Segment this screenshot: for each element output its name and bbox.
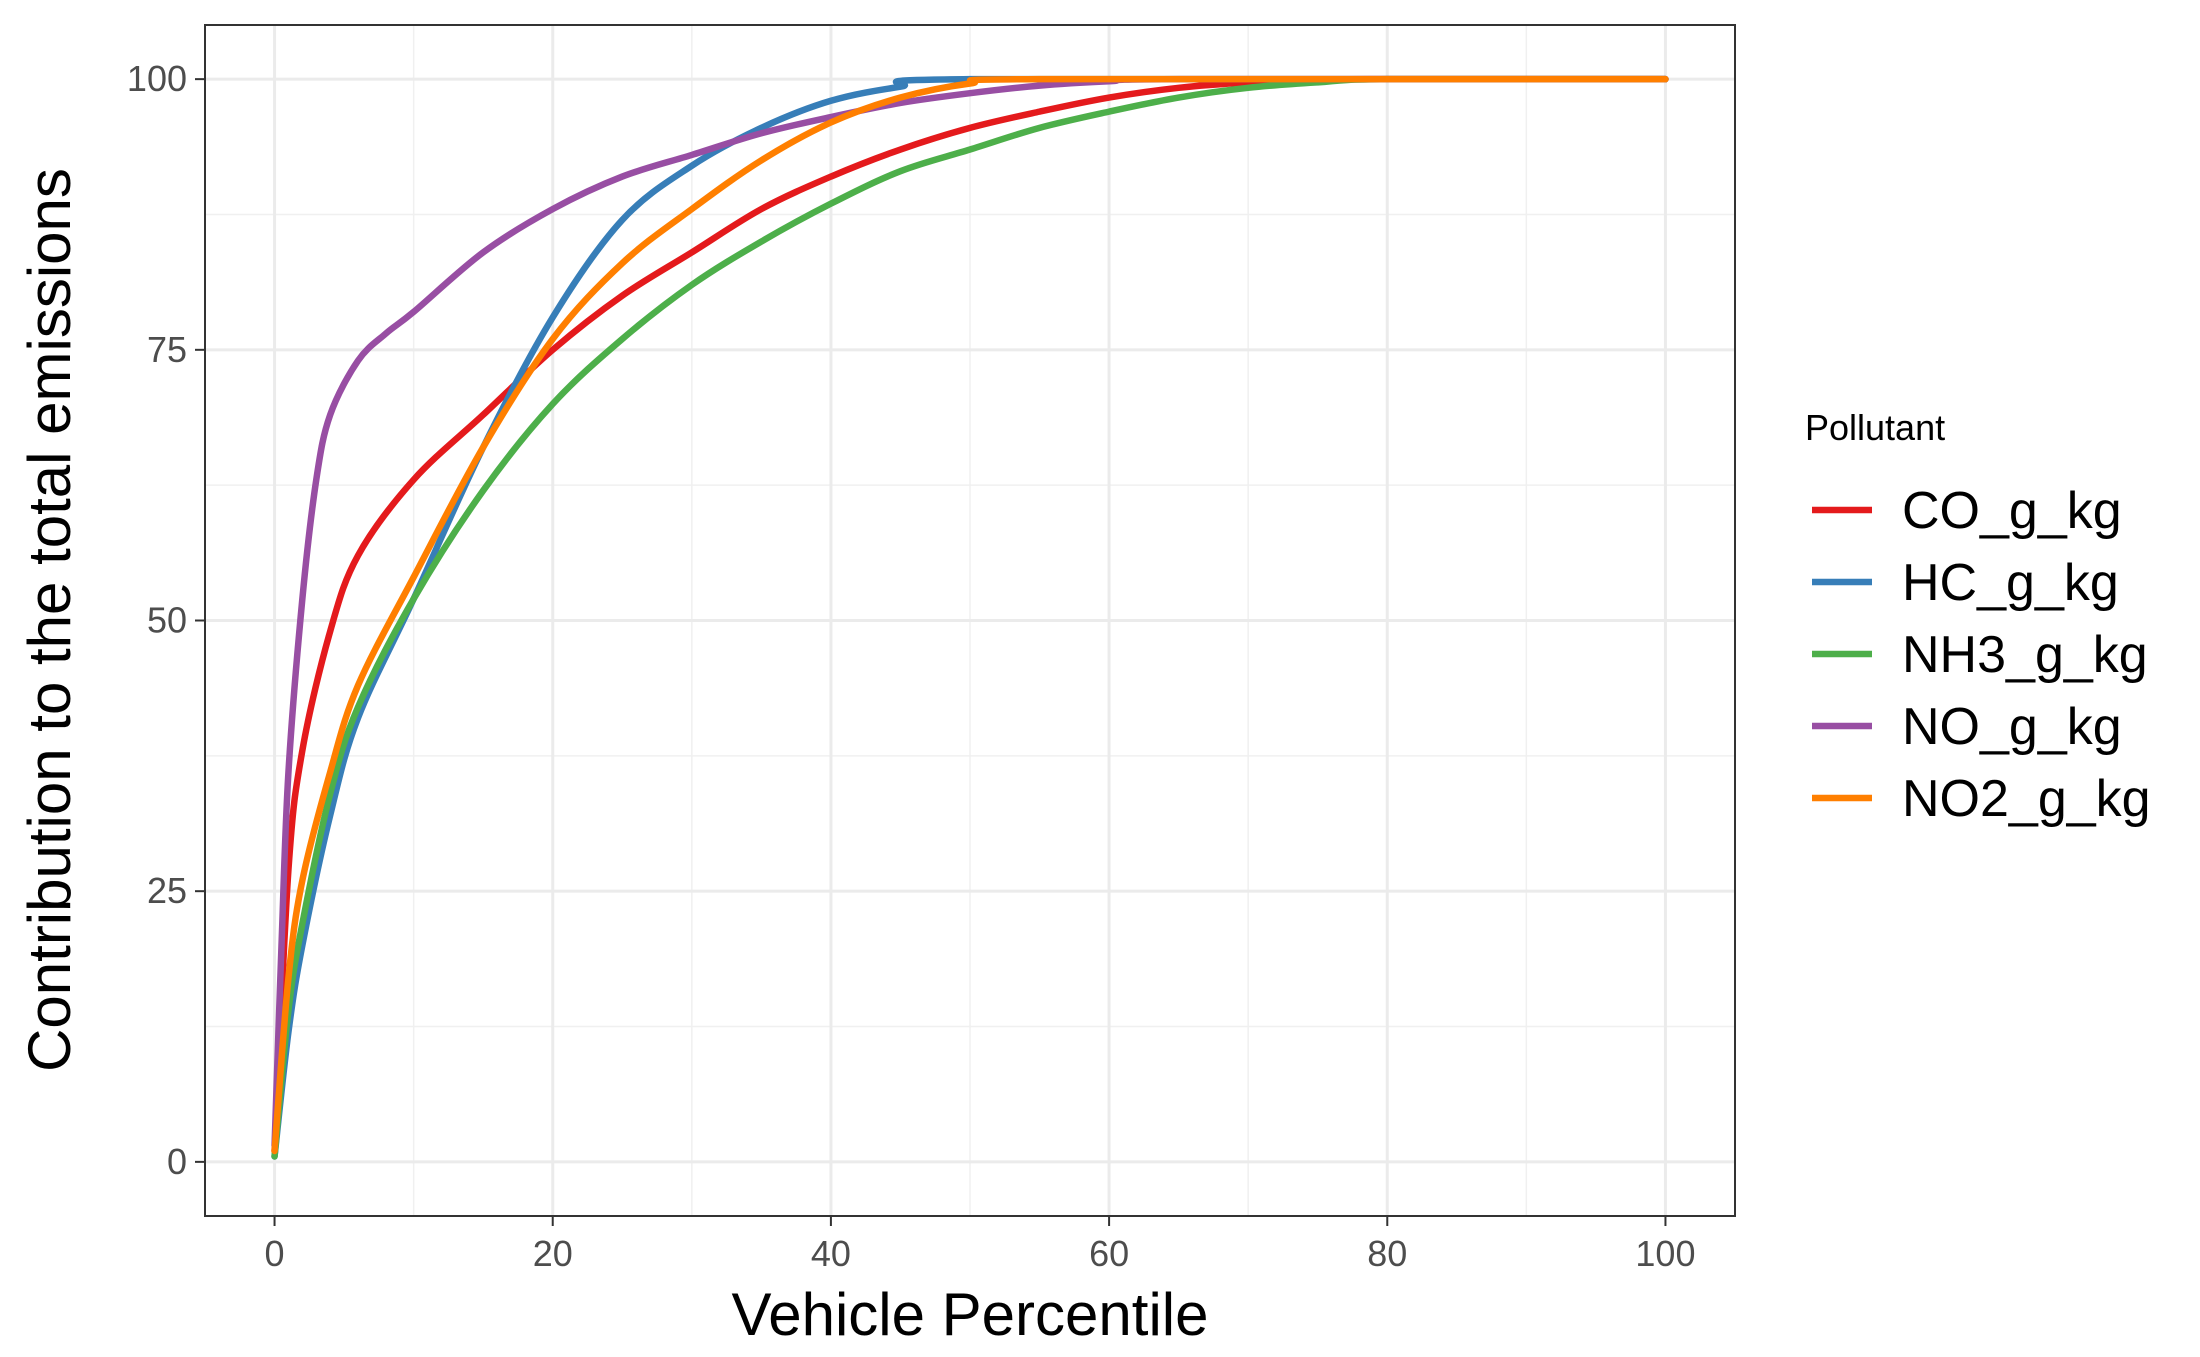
- series-lines: [271, 75, 1669, 1160]
- y-tick-label: 75: [147, 329, 187, 370]
- legend-label: NH3_g_kg: [1902, 626, 2148, 684]
- x-axis-title: Vehicle Percentile: [732, 1281, 1209, 1348]
- legend-label: HC_g_kg: [1902, 554, 2119, 612]
- legend-label: NO_g_kg: [1902, 698, 2122, 756]
- series-line-hc-g-kg: [271, 75, 1669, 1160]
- x-tick-label: 80: [1367, 1233, 1407, 1274]
- legend-label: NO2_g_kg: [1902, 770, 2151, 828]
- legend-label: CO_g_kg: [1902, 482, 2122, 540]
- y-axis-title: Contribution to the total emissions: [16, 168, 83, 1072]
- series-line-no2-g-kg: [271, 75, 1669, 1155]
- y-axis: 0 25 50 75 100: [127, 58, 205, 1182]
- y-tick-label: 0: [167, 1141, 187, 1182]
- legend-title: Pollutant: [1805, 407, 1945, 448]
- x-tick-label: 0: [265, 1233, 285, 1274]
- y-tick-label: 100: [127, 58, 187, 99]
- x-tick-label: 100: [1635, 1233, 1695, 1274]
- x-tick-label: 20: [533, 1233, 573, 1274]
- y-tick-label: 25: [147, 870, 187, 911]
- series-line-nh3-g-kg: [271, 75, 1669, 1160]
- x-axis: 0 20 40 60 80 100: [265, 1216, 1695, 1274]
- x-tick-label: 60: [1089, 1233, 1129, 1274]
- x-tick-label: 40: [811, 1233, 851, 1274]
- legend: Pollutant CO_g_kg HC_g_kg NH3_g_kg NO_g_kg N…: [1805, 407, 2151, 828]
- y-tick-label: 50: [147, 600, 187, 641]
